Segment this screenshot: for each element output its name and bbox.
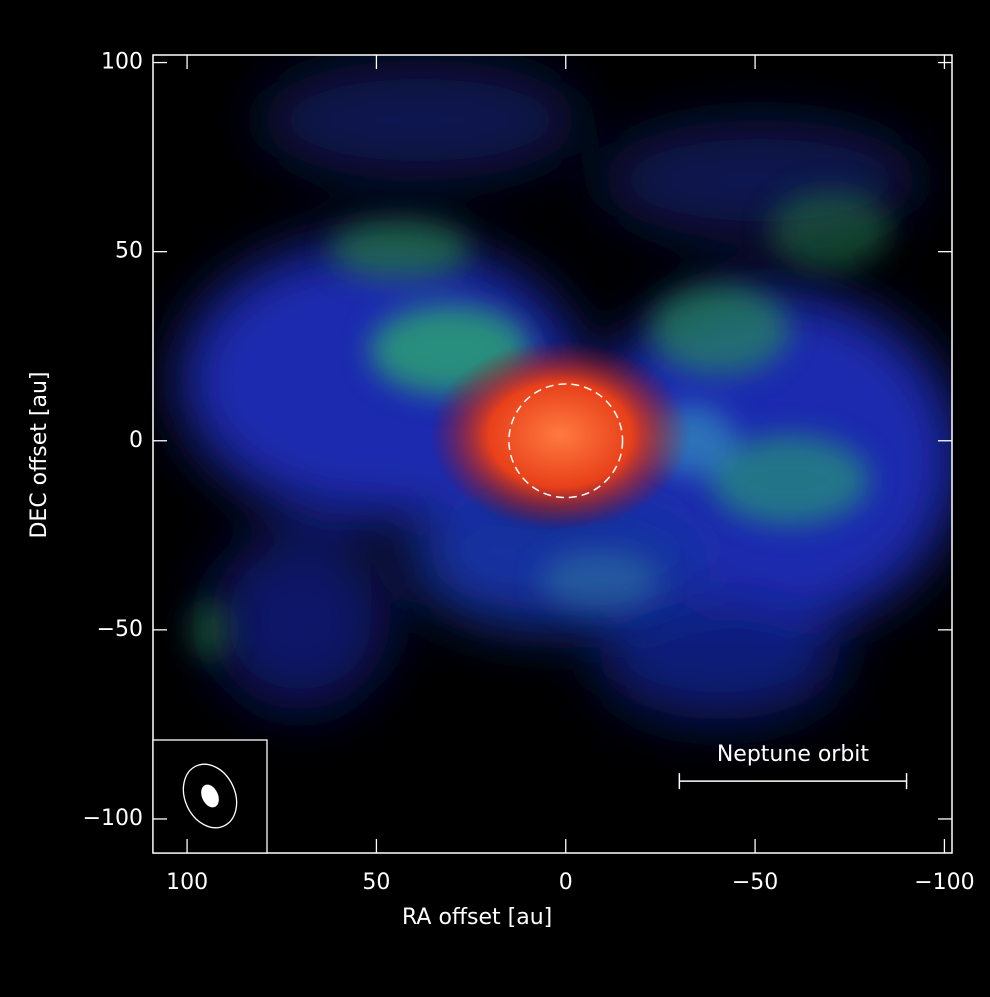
x-tick-label: 100 <box>166 870 208 895</box>
core-emission <box>430 340 690 530</box>
y-tick-label: 100 <box>101 50 143 75</box>
x-tick-label: −50 <box>732 870 778 895</box>
x-tick-label: 50 <box>362 870 390 895</box>
y-tick-label: 0 <box>129 428 143 453</box>
y-tick-label: −50 <box>97 617 143 642</box>
y-tick-label: 50 <box>115 239 143 264</box>
x-tick-label: 0 <box>559 870 573 895</box>
beam-inset <box>153 740 267 853</box>
y-tick-label: −100 <box>83 806 143 831</box>
x-axis-label: RA offset [au] <box>402 905 552 930</box>
chart: RA offset [au] DEC offset [au] 100 50 0 −50… <box>0 0 990 997</box>
scale-bar-label: Neptune orbit <box>717 742 870 767</box>
y-axis-label: DEC offset [au] <box>27 371 52 538</box>
x-tick-label: −100 <box>914 870 974 895</box>
page: {"chart_data": {"type": "image", "xlabel… <box>0 0 990 997</box>
